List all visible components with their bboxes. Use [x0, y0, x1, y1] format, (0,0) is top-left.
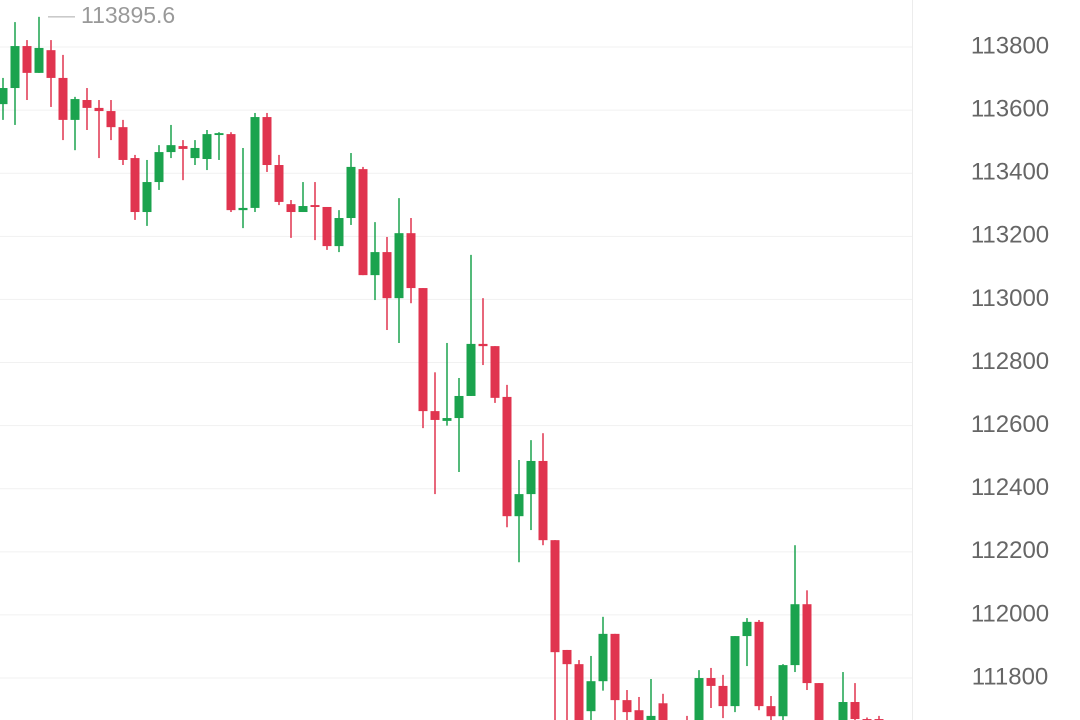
candle-body	[190, 147, 200, 159]
candle-body	[586, 681, 596, 712]
candle-body	[742, 621, 752, 637]
candle-body	[310, 205, 320, 207]
y-tick-label: 111800	[972, 663, 1049, 690]
candle-body	[706, 678, 716, 686]
candle-body	[82, 100, 92, 108]
candle-body	[10, 46, 20, 89]
y-tick-label: 113400	[971, 159, 1049, 186]
candle-body	[202, 134, 212, 160]
candle-body	[178, 146, 188, 149]
candle-body	[418, 288, 428, 412]
candle-body	[550, 540, 560, 653]
y-tick-label: 112800	[971, 348, 1049, 375]
candle-body	[34, 47, 44, 73]
candle-body	[346, 166, 356, 219]
y-tick-label: 113600	[971, 95, 1049, 122]
high-marker-label: 113895.6	[81, 2, 175, 28]
candle-body	[166, 145, 176, 153]
candle-body	[538, 460, 548, 541]
candle-body	[610, 633, 620, 701]
candle-body	[0, 88, 8, 105]
y-tick-label: 112600	[971, 411, 1049, 438]
candle-body	[802, 604, 812, 684]
y-tick-label: 113000	[971, 285, 1049, 312]
candle-body	[574, 664, 584, 720]
candle-body	[382, 252, 392, 299]
candle-body	[46, 50, 56, 78]
candle-body	[322, 206, 332, 247]
candle-body	[658, 703, 668, 720]
y-tick-label: 112000	[971, 600, 1049, 627]
candle-body	[754, 621, 764, 707]
candle-body	[814, 683, 824, 720]
candle-body	[622, 700, 632, 713]
candle-body	[694, 678, 704, 720]
candle-body	[502, 396, 512, 517]
candle-body	[430, 411, 440, 420]
candle-body	[850, 702, 860, 720]
candle-body	[406, 233, 416, 289]
candle-body	[562, 649, 572, 665]
candle-body	[490, 346, 500, 398]
candle-body	[514, 494, 524, 517]
candle-body	[358, 169, 368, 276]
candle-body	[634, 710, 644, 720]
candle-body	[370, 252, 380, 276]
candle-body	[22, 46, 32, 73]
candle-body	[142, 182, 152, 213]
candle-body	[730, 636, 740, 707]
candle-body	[58, 77, 68, 120]
candle-body	[478, 343, 488, 347]
y-tick-label: 112400	[971, 474, 1049, 501]
labels: 113800 113600 113400 113200 113000 112800 1126…	[48, 2, 1049, 690]
candle-body	[394, 233, 404, 299]
candle-body	[286, 204, 296, 213]
candle-body	[454, 395, 464, 419]
candle-body	[130, 158, 140, 213]
candle-body	[442, 418, 452, 421]
candle-body	[214, 133, 224, 136]
candle-body	[94, 107, 104, 112]
candle-body	[334, 218, 344, 247]
candle-body	[718, 685, 728, 707]
candle-body	[598, 633, 608, 682]
candle-body	[106, 111, 116, 128]
candle-body	[118, 127, 128, 160]
candle-body	[646, 715, 656, 720]
candle-body	[274, 165, 284, 202]
candle-body	[778, 665, 788, 717]
candle-body	[226, 134, 236, 211]
y-tick-label: 112200	[971, 537, 1049, 564]
candle-body	[766, 706, 776, 717]
y-tick-label: 113800	[971, 32, 1049, 59]
candle-body	[154, 152, 164, 183]
candle-body	[70, 99, 80, 120]
candle-body	[466, 343, 476, 396]
candle-body	[790, 604, 800, 666]
candle-body	[838, 702, 848, 720]
y-tick-label: 113200	[971, 222, 1049, 249]
candles	[0, 16, 884, 720]
candle-body	[526, 460, 536, 495]
candle-body	[262, 117, 272, 166]
grid	[0, 46, 912, 679]
candle-body	[250, 117, 260, 208]
candle-body	[298, 206, 308, 213]
candle-body	[238, 207, 248, 211]
